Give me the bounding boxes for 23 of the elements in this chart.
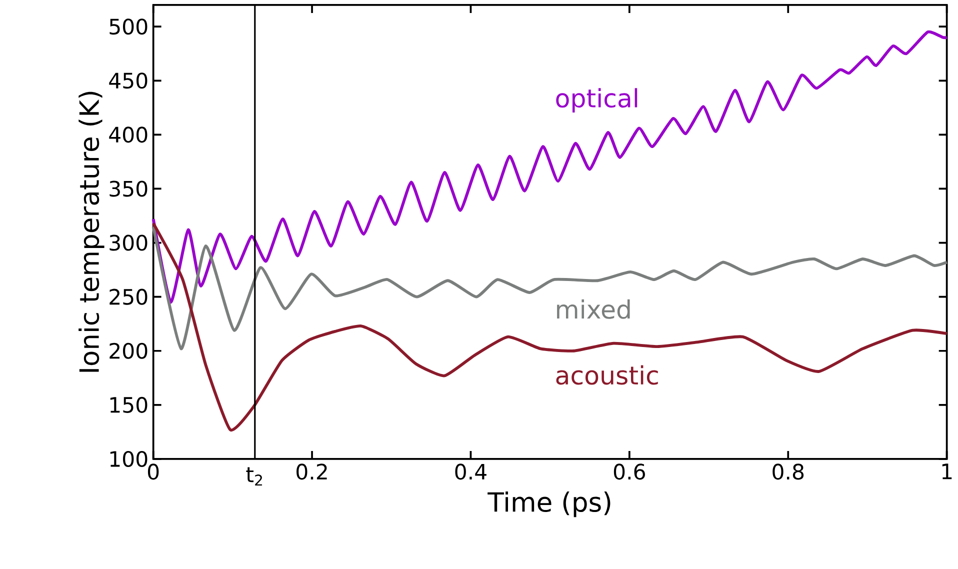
ref-line-label: t$_{2}$ [246,466,262,486]
y-tick-label: 400 [109,126,148,142]
x-tick-label: 1 [942,463,952,479]
y-tick-label: 300 [110,234,148,251]
x-tick-label: 0 [148,463,159,480]
x-tick-label: 0.2 [296,463,327,480]
x-tick-label: 0.6 [614,463,645,480]
y-tick-label: 450 [109,72,148,88]
y-tick-label: 500 [110,18,148,34]
x-tick-label: 0.4 [455,463,486,480]
y-tick-label: 150 [110,396,148,413]
x-tick-label: 0.8 [772,463,804,480]
y-tick-label: 100 [110,450,148,467]
line-series [152,224,948,350]
y-axis-title: Ionic temperature (K) [78,92,104,372]
y-tick-label: 200 [110,342,148,359]
x-axis-title: Time (ps) [488,491,610,517]
line-series [152,222,948,432]
y-tick-label: 250 [110,288,148,305]
series-label: optical [556,88,638,112]
series-label: mixed [557,299,630,319]
y-tick-label: 350 [110,180,148,197]
series-label: acoustic [556,365,658,385]
